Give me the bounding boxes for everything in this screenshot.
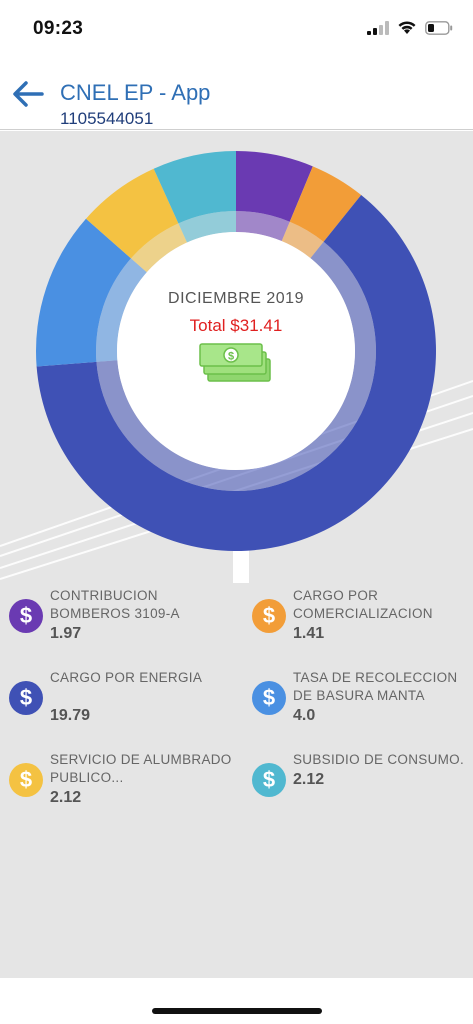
legend-item-recoleccion[interactable]: $ TASA DE RECOLECCION DE BASURA MANTA 4.… (252, 663, 473, 733)
legend-label: SUBSIDIO DE CONSUMO. (293, 752, 465, 767)
dollar-icon: $ (252, 599, 286, 633)
legend-label: TASA DE RECOLECCION DE BASURA MANTA (293, 670, 458, 703)
legend-value: 2.12 (293, 771, 325, 788)
slice-recoleccion[interactable] (35, 218, 131, 367)
status-time: 09:23 (33, 18, 84, 39)
battery-icon (425, 20, 453, 35)
bottom-bar (0, 978, 473, 1024)
slice-inner-alumbrado (130, 223, 188, 273)
slice-inner-contribucion (236, 211, 290, 242)
legend-value: 19.79 (50, 707, 91, 724)
chart-period: DICIEMBRE 2019 (168, 290, 304, 307)
status-icons (367, 20, 453, 35)
slice-inner-subsidio (178, 211, 236, 243)
chart-total: Total $31.41 (189, 316, 283, 335)
slice-energia[interactable] (36, 194, 436, 551)
signal-icon (367, 20, 389, 35)
legend-value: 1.41 (293, 625, 325, 642)
wifi-icon (398, 21, 416, 34)
status-bar: 09:23 (0, 0, 473, 56)
slice-inner-recoleccion (96, 258, 147, 362)
back-arrow-icon (13, 81, 44, 107)
dollar-icon: $ (252, 763, 286, 797)
account-number: 1105544051 (60, 109, 154, 128)
legend-label: CARGO POR ENERGIA (50, 670, 203, 685)
back-button[interactable] (10, 76, 46, 112)
slice-subsidio[interactable] (153, 151, 236, 224)
dollar-icon: $ (252, 681, 286, 715)
slice-inner-comercializacion (281, 221, 324, 259)
legend-item-energia[interactable]: $ CARGO POR ENERGIA 19.79 (9, 663, 239, 733)
legend-item-comercializacion[interactable]: $ CARGO POR COMERCIALIZACION 1.41 (252, 581, 473, 651)
donut-chart: $ (0, 151, 473, 583)
money-bills-icon: $ (199, 343, 271, 382)
dollar-icon: $ (9, 681, 43, 715)
slice-alumbrado[interactable] (85, 168, 179, 259)
legend-item-subsidio[interactable]: $ SUBSIDIO DE CONSUMO. 2.12 (252, 745, 473, 815)
legend-label: SERVICIO DE ALUMBRADO PUBLICO... (50, 752, 232, 785)
svg-text:$: $ (228, 351, 234, 363)
home-indicator[interactable] (152, 1008, 322, 1014)
legend-item-alumbrado[interactable]: $ SERVICIO DE ALUMBRADO PUBLICO... 2.12 (9, 745, 239, 815)
dollar-icon: $ (9, 763, 43, 797)
slice-comercializacion[interactable] (289, 166, 362, 242)
slice-contribucion[interactable] (236, 151, 313, 222)
legend-label: CONTRIBUCION BOMBEROS 3109-A (50, 588, 180, 621)
legend-value: 2.12 (50, 789, 82, 806)
legend-label: CARGO POR COMERCIALIZACION (293, 588, 433, 621)
app-header: CNEL EP - App 1105544051 (0, 56, 473, 130)
chart-content: $ DICIEMBRE 2019 Total $31.41 $ CONTRIBU… (0, 131, 473, 978)
dollar-icon: $ (9, 599, 43, 633)
page-title: CNEL EP - App (60, 80, 211, 105)
legend-value: 1.97 (50, 625, 82, 642)
legend-value: 4.0 (293, 707, 316, 724)
legend-item-contribucion[interactable]: $ CONTRIBUCION BOMBEROS 3109-A 1.97 (9, 581, 239, 651)
